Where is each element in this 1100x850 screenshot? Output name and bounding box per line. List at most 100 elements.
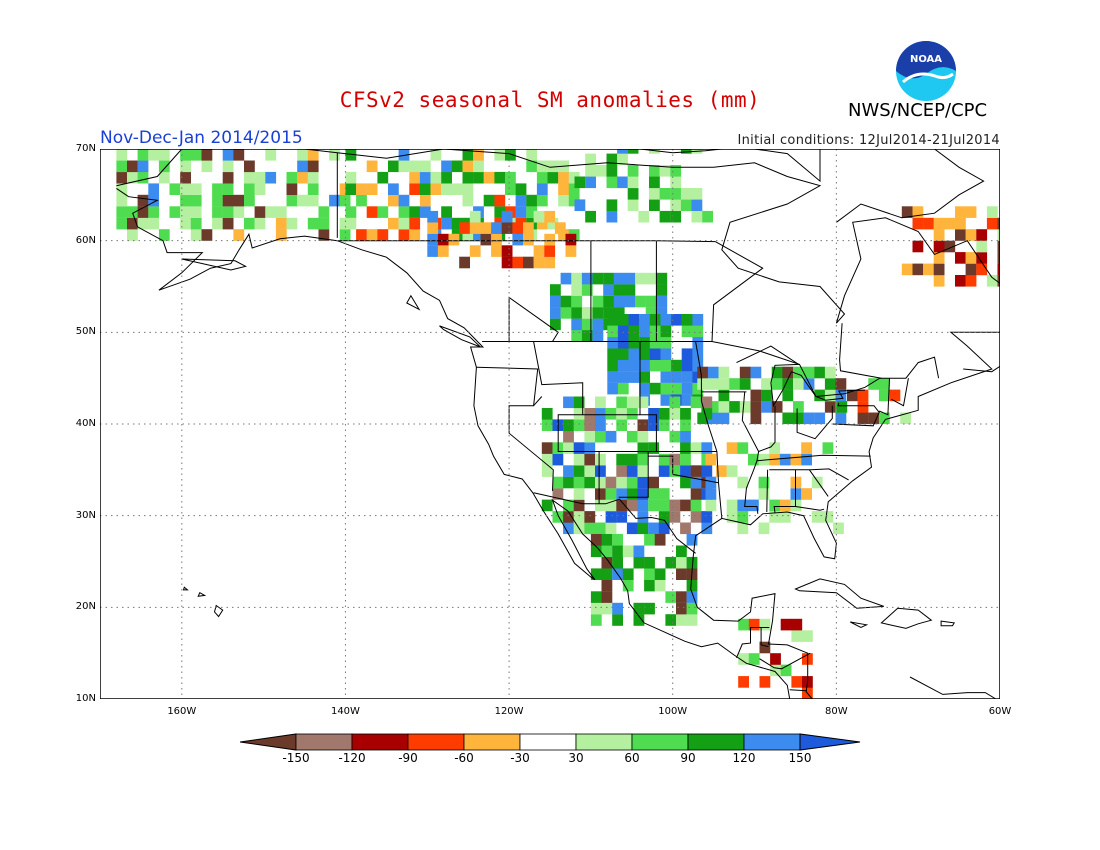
anomaly-cell: [550, 318, 561, 331]
anomaly-cell: [563, 476, 574, 489]
anomaly-cell: [584, 442, 596, 454]
anomaly-cell: [388, 217, 399, 230]
anomaly-cell: [398, 217, 410, 230]
anomaly-cell: [451, 160, 463, 173]
anomaly-cell: [339, 183, 351, 195]
anomaly-cell: [501, 210, 513, 223]
anomaly-cell: [635, 295, 646, 308]
lon-label: 60W: [988, 706, 1012, 717]
anomaly-cell: [595, 408, 606, 420]
anomaly-cell: [738, 653, 749, 665]
anomaly-cell: [628, 371, 640, 383]
anomaly-cell: [584, 430, 596, 443]
lon-label: 160W: [167, 706, 197, 717]
anomaly-cell: [233, 194, 245, 207]
anomaly-cell: [617, 382, 629, 395]
anomaly-cell: [626, 430, 638, 443]
anomaly-cell: [670, 210, 682, 223]
anomaly-cell: [201, 229, 213, 241]
anomaly-cell: [441, 217, 452, 230]
anomaly-cell: [665, 614, 677, 626]
anomaly-cell: [613, 272, 625, 285]
anomaly-cell: [617, 149, 628, 154]
anomaly-cell: [645, 272, 657, 285]
anomaly-cell: [639, 336, 650, 349]
anomaly-cell: [669, 465, 681, 477]
anomaly-cell: [901, 206, 913, 218]
anomaly-cell: [571, 284, 583, 296]
anomaly-cell: [680, 476, 691, 489]
anomaly-cell: [613, 284, 625, 296]
anomaly-cell: [180, 149, 191, 161]
anomaly-cell: [116, 183, 128, 195]
anomaly-cell: [658, 488, 670, 500]
anomaly-cell: [307, 217, 319, 230]
anomaly-cell: [547, 160, 559, 173]
anomaly-cell: [923, 217, 934, 230]
anomaly-cell: [473, 171, 484, 184]
anomaly-cell: [563, 419, 574, 431]
anomaly-cell: [480, 233, 492, 246]
anomaly-cell: [180, 217, 191, 230]
anomaly-cell: [451, 183, 463, 195]
anomaly-cell: [541, 442, 553, 454]
anomaly-cell: [803, 412, 815, 425]
anomaly-cell: [649, 176, 660, 189]
anomaly-cell: [459, 256, 470, 269]
anomaly-cell: [573, 396, 585, 409]
anomaly-cell: [345, 149, 357, 161]
anomaly-cell: [707, 401, 719, 413]
anomaly-cell: [637, 419, 649, 431]
lat-label: 60N: [75, 234, 96, 246]
anomaly-cell: [801, 442, 812, 454]
anomaly-cell: [690, 511, 702, 523]
anomaly-cell: [605, 499, 617, 512]
anomaly-cell: [512, 233, 524, 246]
anomaly-cell: [595, 453, 606, 466]
anomaly-cell: [624, 284, 636, 296]
anomaly-cell: [681, 359, 693, 372]
anomaly-cell: [690, 442, 702, 454]
colorbar-label: 120: [732, 751, 756, 765]
coastline: [789, 689, 807, 692]
anomaly-cell: [536, 160, 548, 173]
anomaly-cell: [670, 165, 682, 177]
anomaly-cell: [286, 171, 298, 184]
coastline: [758, 405, 776, 452]
coastline: [795, 506, 825, 511]
anomaly-cell: [976, 229, 988, 241]
anomaly-cell: [430, 149, 442, 161]
anomaly-cell: [571, 295, 583, 308]
anomaly-cell: [900, 412, 911, 425]
anomaly-cell: [573, 488, 585, 500]
anomaly-cell: [137, 160, 149, 173]
anomaly-cell: [212, 206, 223, 218]
anomaly-cell: [648, 488, 659, 500]
anomaly-cell: [409, 206, 421, 218]
anomaly-cell: [419, 171, 431, 184]
anomaly-cell: [441, 183, 452, 195]
anomaly-cell: [738, 676, 749, 688]
anomaly-cell: [878, 412, 890, 425]
anomaly-cell: [868, 378, 880, 390]
anomaly-cell: [692, 314, 704, 326]
anomaly-cell: [584, 419, 596, 431]
anomaly-cell: [612, 534, 623, 546]
anomaly-cell: [501, 222, 513, 234]
anomaly-cell: [419, 194, 431, 207]
anomaly-cell: [595, 165, 607, 177]
anomaly-cell: [659, 188, 671, 200]
anomaly-cell: [345, 206, 357, 218]
anomaly-cell: [592, 330, 604, 342]
anomaly-cell: [628, 359, 640, 372]
anomaly-cell: [190, 194, 202, 207]
colorbar-segment: [295, 733, 353, 751]
colorbar-segment: [407, 733, 465, 751]
anomaly-cell: [616, 419, 628, 431]
anomaly-cell: [377, 171, 389, 184]
noaa-logo-icon: NOAA: [896, 41, 956, 101]
anomaly-cell: [533, 245, 545, 257]
anomaly-cell: [550, 307, 561, 319]
anomaly-cell: [707, 378, 719, 390]
anomaly-cell: [692, 336, 704, 349]
